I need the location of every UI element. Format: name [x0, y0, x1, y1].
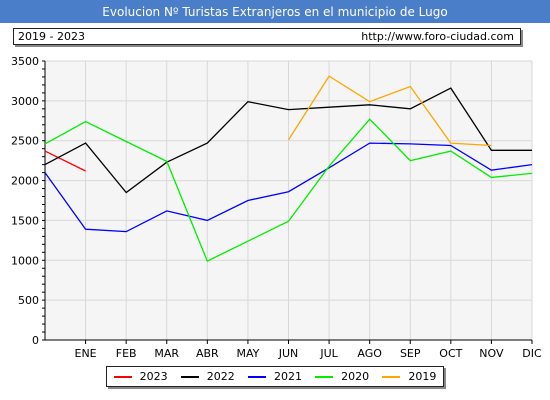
chart-title-bar: Evolucion Nº Turistas Extranjeros en el …: [0, 0, 550, 23]
y-tick-label: 1500: [11, 214, 39, 227]
y-tick-label: 500: [18, 294, 39, 307]
series-line-2019: [287, 75, 492, 147]
x-tick-label: MAR: [154, 347, 179, 360]
legend-item-2021: 2021: [247, 370, 302, 383]
y-tick-label: 1000: [11, 254, 39, 267]
x-tick-label: ABR: [196, 347, 219, 360]
y-tick-label: 3500: [11, 55, 39, 68]
x-tick-label: DIC: [522, 347, 542, 360]
legend-label: 2021: [273, 370, 302, 383]
x-tick-label: OCT: [439, 347, 462, 360]
series-line-2023: [44, 150, 86, 172]
x-tick-label: SEP: [400, 347, 421, 360]
y-tick-label: 2500: [11, 135, 39, 148]
x-tick-label: JUN: [278, 347, 299, 360]
legend-swatch: [247, 375, 266, 378]
legend-label: 2022: [206, 370, 235, 383]
period-label: 2019 - 2023: [18, 30, 85, 43]
x-tick-label: FEB: [116, 347, 137, 360]
legend-label: 2023: [139, 370, 168, 383]
x-tick-label: MAY: [236, 347, 259, 360]
y-tick-label: 0: [32, 334, 39, 347]
x-tick-label: NOV: [479, 347, 504, 360]
series-line-2022: [44, 87, 532, 194]
legend-swatch: [315, 375, 334, 378]
y-tick-label: 2000: [11, 175, 39, 188]
chart-legend: 2023 2022 2021 2020 2019: [106, 366, 444, 387]
x-tick-label: JUL: [319, 347, 338, 360]
legend-item-2022: 2022: [180, 370, 235, 383]
source-url: http://www.foro-ciudad.com: [361, 30, 514, 43]
legend-item-2019: 2019: [382, 370, 436, 383]
x-tick-label: ENE: [75, 347, 97, 360]
legend-swatch: [180, 375, 199, 378]
legend-swatch: [113, 375, 132, 378]
legend-label: 2020: [341, 370, 370, 383]
series-line-2021: [44, 142, 533, 233]
legend-label: 2019: [408, 370, 437, 383]
x-tick-label: AGO: [357, 347, 382, 360]
legend-item-2023: 2023: [113, 370, 168, 383]
subtitle-box: 2019 - 2023 http://www.foro-ciudad.com: [13, 28, 521, 45]
y-tick-label: 3000: [11, 95, 39, 108]
legend-swatch: [382, 375, 401, 378]
legend-item-2020: 2020: [315, 370, 369, 383]
chart-title: Evolucion Nº Turistas Extranjeros en el …: [102, 4, 448, 19]
series-line-2020: [44, 118, 533, 262]
